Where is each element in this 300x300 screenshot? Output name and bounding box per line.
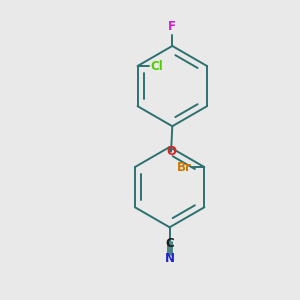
Text: F: F [168,20,176,34]
Text: C: C [165,237,174,250]
Text: Cl: Cl [150,59,163,73]
Text: Br: Br [177,160,192,174]
Text: N: N [165,252,175,265]
Text: O: O [166,145,176,158]
